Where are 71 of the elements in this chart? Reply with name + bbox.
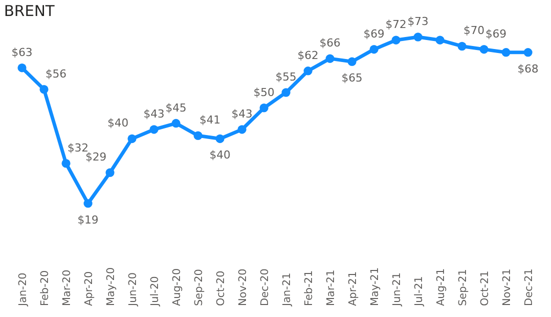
data-label: $66 — [320, 36, 340, 50]
point — [392, 36, 400, 44]
point — [348, 57, 356, 66]
point — [370, 44, 378, 54]
point — [436, 36, 444, 44]
data-label: $50 — [254, 86, 274, 99]
point — [172, 118, 180, 128]
point — [304, 66, 312, 76]
data-label: $70 — [464, 24, 484, 38]
data-label: $68 — [518, 62, 538, 76]
data-label: $43 — [144, 107, 164, 120]
data-label: $62 — [298, 48, 318, 62]
x-tick-label: Mar-20 — [61, 270, 73, 306]
x-tick-label: Dec-20 — [259, 268, 271, 306]
point — [84, 199, 92, 208]
x-tick-label: Nov-21 — [501, 268, 513, 306]
data-label: $56 — [46, 67, 66, 80]
data-label: $72 — [386, 18, 406, 32]
x-tick-label: Aug-20 — [171, 268, 183, 306]
point — [238, 125, 246, 134]
x-tick-label: Mar-21 — [325, 270, 337, 306]
x-tick-label: Jul-20 — [149, 276, 161, 307]
data-label: $40 — [108, 116, 128, 130]
data-label: $19 — [78, 213, 98, 226]
point — [414, 32, 422, 42]
point — [480, 44, 488, 54]
x-tick-label: Feb-20 — [39, 270, 51, 306]
x-tick-label: Nov-20 — [237, 268, 249, 306]
x-tick-label: May-20 — [105, 267, 117, 306]
point — [62, 159, 70, 168]
data-label: $69 — [486, 27, 506, 40]
point — [106, 168, 114, 177]
point — [524, 48, 532, 57]
x-tick-label: Oct-21 — [479, 270, 491, 306]
data-label: $41 — [200, 114, 220, 127]
point — [194, 131, 202, 140]
chart-title: BRENT — [4, 2, 56, 20]
point — [282, 88, 290, 97]
data-label: $55 — [276, 70, 296, 84]
point — [502, 48, 510, 57]
x-tick-label: Apr-21 — [347, 271, 359, 306]
x-tick-label: Jan-21 — [281, 272, 293, 307]
data-label: $45 — [166, 101, 186, 114]
point — [326, 54, 334, 63]
x-tick-label: Feb-21 — [303, 270, 315, 306]
x-tick-label: Jun-21 — [391, 272, 403, 307]
data-label: $40 — [210, 148, 230, 162]
point — [150, 125, 158, 134]
data-label: $32 — [68, 141, 88, 154]
point — [260, 104, 268, 112]
point — [216, 134, 224, 144]
data-label: $63 — [12, 46, 32, 59]
x-tick-label: Dec-21 — [523, 268, 535, 306]
data-label: $69 — [364, 27, 384, 40]
data-label: $29 — [86, 150, 106, 164]
point — [18, 63, 26, 72]
x-tick-label: May-21 — [369, 267, 381, 306]
x-tick-label: Apr-20 — [83, 271, 95, 306]
x-tick-label: Jan-20 — [17, 272, 29, 307]
x-tick-label: Aug-21 — [435, 268, 447, 306]
x-tick-label: Jun-20 — [127, 272, 139, 307]
point — [128, 134, 136, 144]
data-label: $73 — [408, 15, 428, 28]
x-tick-label: Sep-20 — [193, 269, 205, 306]
x-tick-label: Sep-21 — [457, 269, 469, 306]
point — [40, 85, 48, 94]
point — [458, 42, 466, 51]
data-label: $65 — [342, 72, 362, 85]
x-tick-label: Jul-21 — [413, 276, 425, 307]
x-tick-label: Oct-20 — [215, 270, 227, 306]
data-label: $43 — [232, 107, 252, 120]
